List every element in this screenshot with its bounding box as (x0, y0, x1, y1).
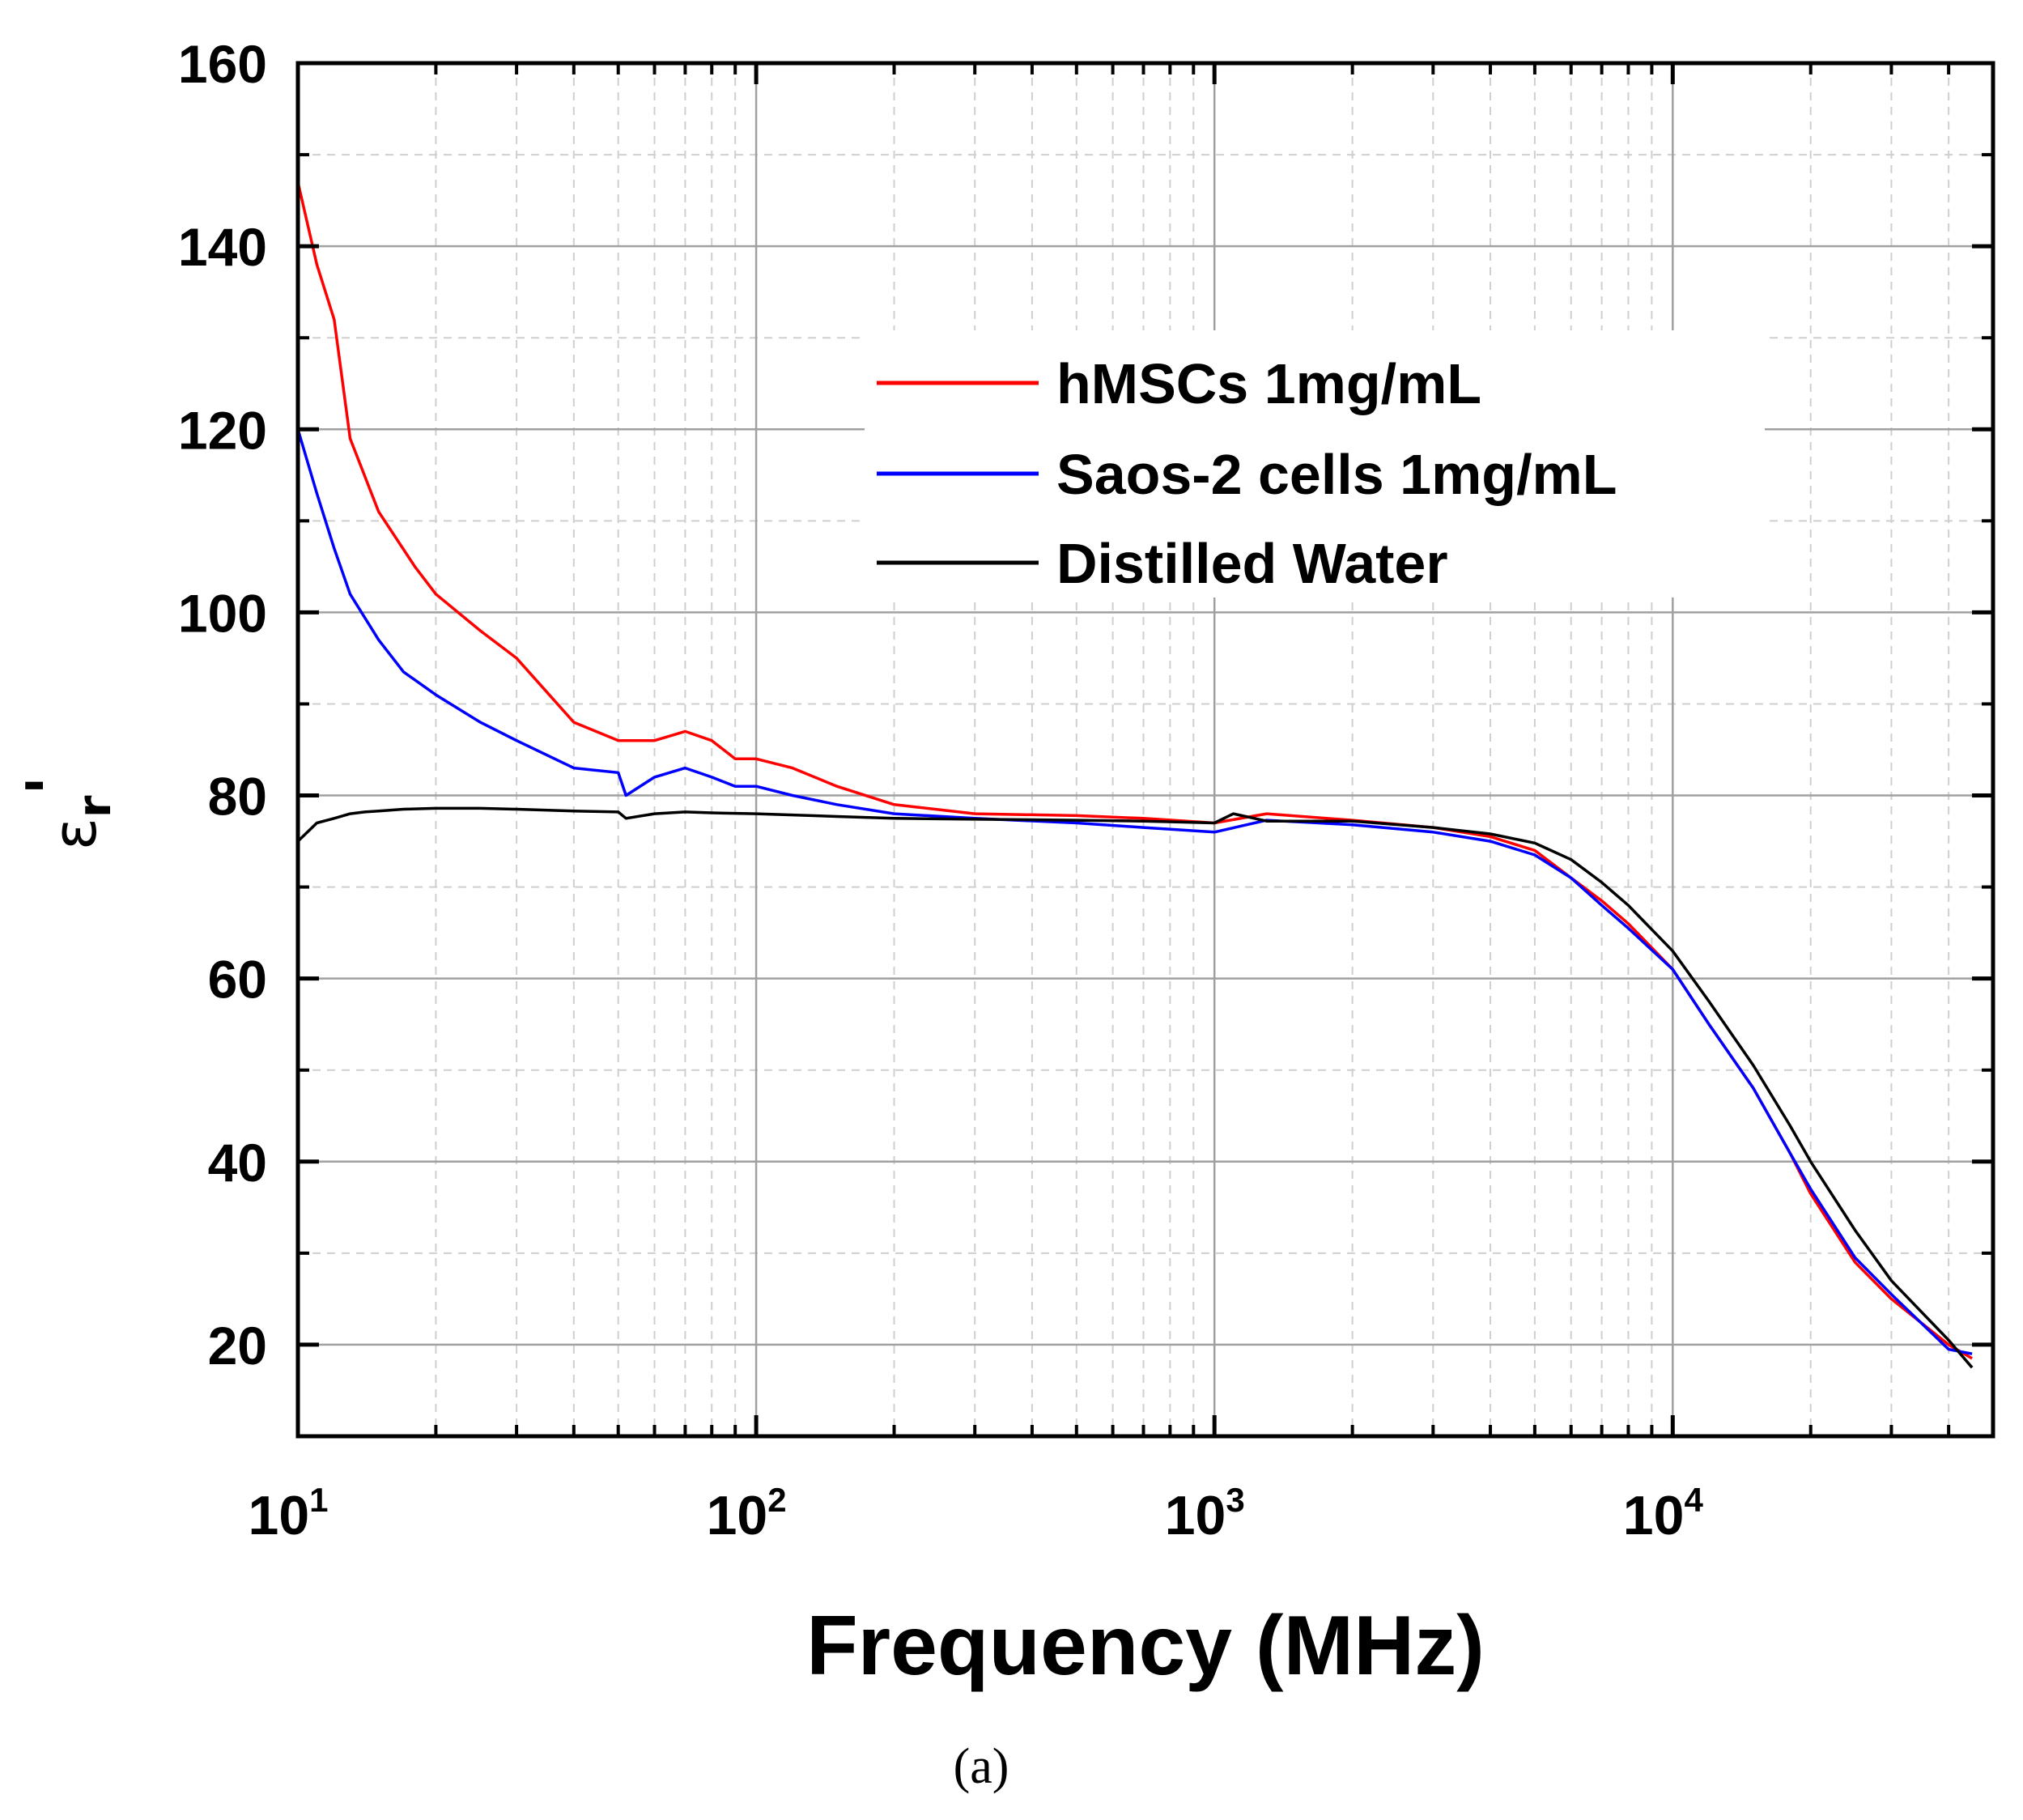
legend-label-hmscs: hMSCs 1mg/mL (1056, 352, 1481, 415)
y-tick-label: 80 (208, 767, 267, 827)
y-tick-label: 100 (178, 583, 267, 643)
figure-caption: (a) (954, 1739, 1009, 1794)
y-tick-label: 160 (178, 34, 267, 94)
y-tick-label: 120 (178, 400, 267, 460)
y-tick-label: 20 (208, 1316, 267, 1376)
y-axis-title-base: ε (40, 818, 110, 850)
legend-label-saos2: Saos-2 cells 1mg/mL (1056, 443, 1617, 506)
y-tick-label: 60 (208, 950, 267, 1010)
chart-background (0, 0, 2023, 1820)
y-tick-label: 40 (208, 1133, 267, 1193)
y-axis-title-subscript: r (69, 795, 121, 818)
y-axis-title-prime: ' (13, 776, 88, 796)
y-tick-label: 140 (178, 217, 267, 277)
legend-label-distilled-water: Distilled Water (1056, 532, 1448, 595)
x-axis-title: Frequency (MHz) (806, 1599, 1485, 1693)
chart: 20406080100120140160 101 102 103 104 Freque… (0, 0, 2023, 1820)
legend: hMSCs 1mg/mL Saos-2 cells 1mg/mL Distill… (865, 330, 1765, 597)
